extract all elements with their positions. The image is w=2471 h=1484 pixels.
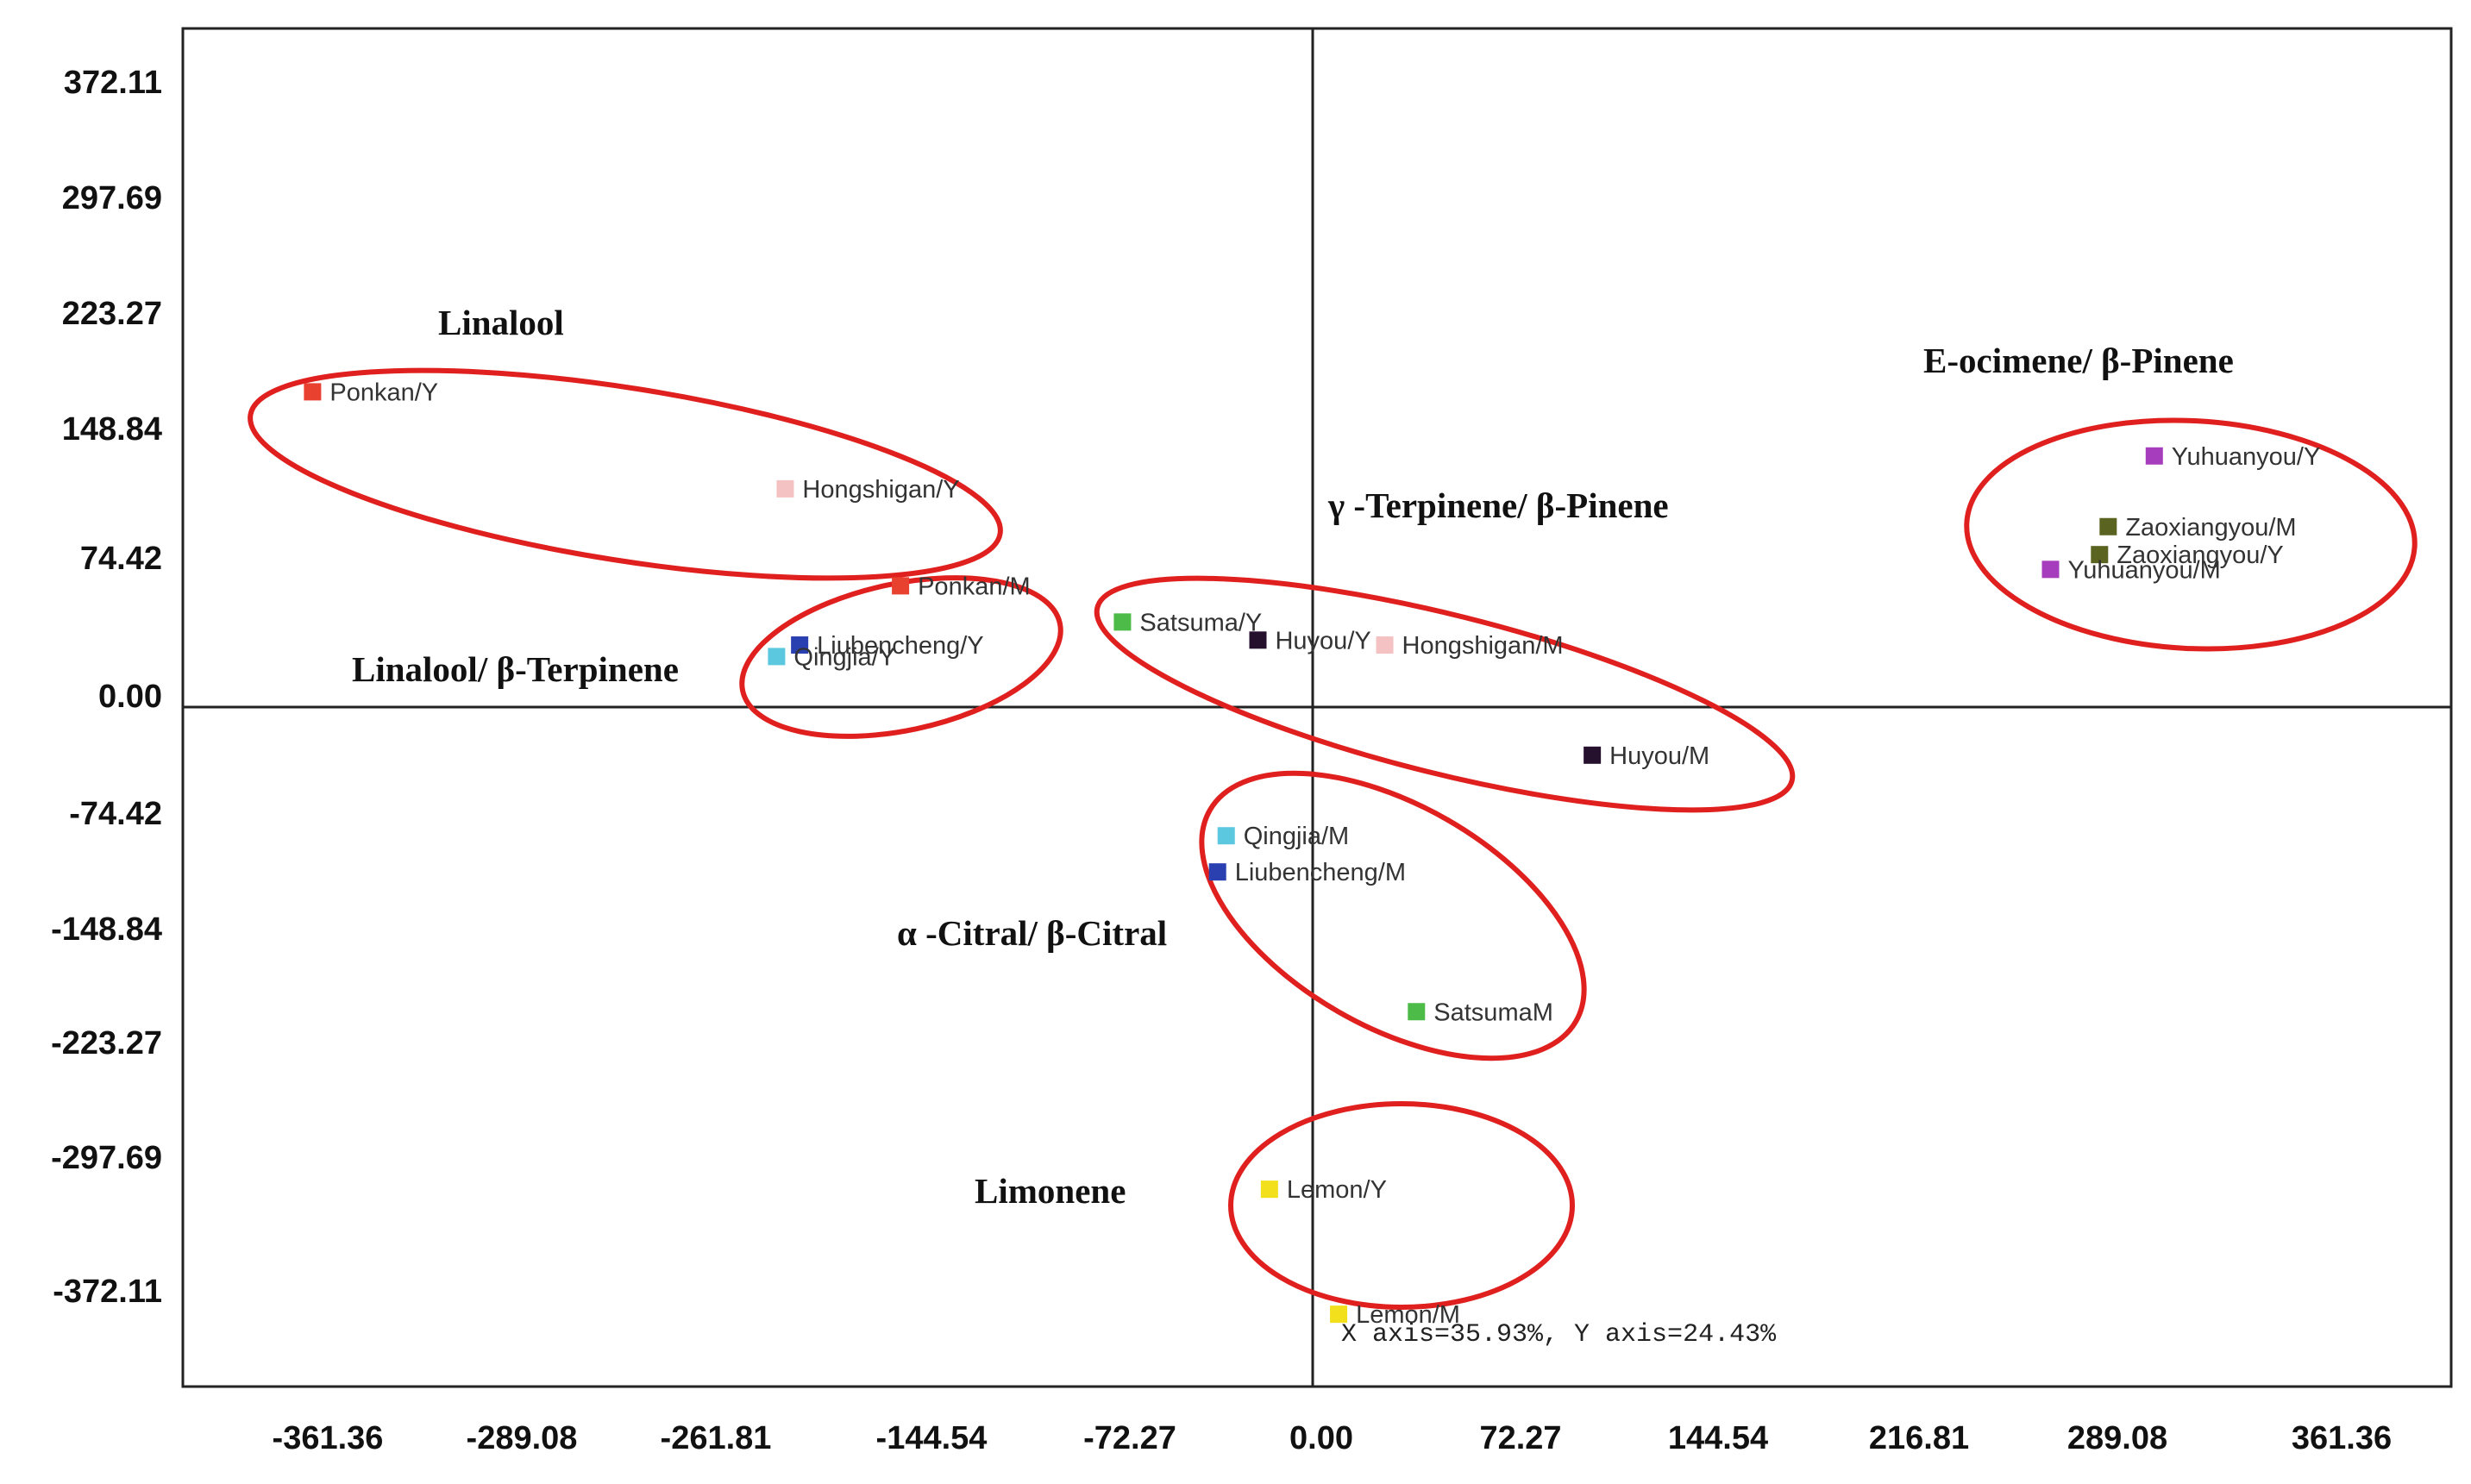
data-point-label: Zaoxiangyou/M bbox=[2125, 514, 2296, 542]
data-point bbox=[776, 479, 794, 498]
x-tick-label: 289.08 bbox=[2067, 1420, 2167, 1456]
x-tick-label: -361.36 bbox=[273, 1420, 384, 1456]
variance-annotation: X axis=35.93%, Y axis=24.43% bbox=[1341, 1320, 1777, 1349]
group-label: E-ocimene/ β-Pinene bbox=[1923, 341, 2234, 380]
group-ellipses bbox=[248, 367, 2418, 1310]
data-points bbox=[304, 383, 2163, 1324]
data-point-label: Huyou/Y bbox=[1275, 627, 1370, 654]
data-point bbox=[1260, 1180, 1278, 1199]
y-tick-label: -372.11 bbox=[53, 1274, 162, 1310]
y-tick-label: -297.69 bbox=[51, 1140, 162, 1176]
data-point bbox=[1408, 1003, 1426, 1021]
x-tick-label: -72.27 bbox=[1083, 1420, 1176, 1456]
group-ellipse bbox=[1094, 575, 1796, 813]
x-tick-label: 216.81 bbox=[1869, 1420, 1969, 1456]
group-labels: Linalool Linalool/ β-Terpinene γ -Terpinen… bbox=[352, 303, 2234, 1211]
axis-ticks: -361.36 -289.08 -261.81 -144.54 -72.27 0.00 72… bbox=[51, 65, 2392, 1456]
y-tick-label: 297.69 bbox=[62, 180, 162, 216]
group-label: Linalool bbox=[438, 303, 564, 342]
y-tick-label: -148.84 bbox=[51, 911, 162, 948]
data-point-labels: Ponkan/Y Hongshigan/Y Ponkan/M Liubencheng/… bbox=[329, 379, 2320, 1329]
group-label: γ -Terpinene/ β-Pinene bbox=[1327, 485, 1669, 525]
data-point-label: Yuhuanyou/M bbox=[2067, 556, 2220, 584]
y-tick-label: 372.11 bbox=[64, 65, 162, 101]
group-ellipse bbox=[248, 367, 1003, 581]
group-ellipse bbox=[739, 575, 1063, 739]
y-tick-label: -223.27 bbox=[51, 1025, 162, 1061]
y-tick-label: -74.42 bbox=[69, 796, 162, 832]
data-point-label: Qingjia/M bbox=[1244, 823, 1350, 850]
x-tick-label: 0.00 bbox=[1289, 1420, 1353, 1456]
x-tick-label: 144.54 bbox=[1668, 1420, 1768, 1456]
data-point bbox=[1584, 746, 1602, 764]
data-point bbox=[1208, 863, 1226, 881]
x-tick-label: -289.08 bbox=[467, 1420, 578, 1456]
data-point bbox=[791, 636, 809, 654]
data-point-label: Yuhuanyou/Y bbox=[2172, 443, 2321, 471]
data-point bbox=[2099, 517, 2117, 535]
data-point bbox=[768, 648, 786, 666]
data-point bbox=[2145, 447, 2163, 465]
data-point bbox=[304, 383, 322, 401]
group-ellipse bbox=[1964, 417, 2418, 652]
data-point-label: Lemon/Y bbox=[1287, 1176, 1387, 1204]
x-tick-label: 361.36 bbox=[2292, 1420, 2392, 1456]
data-point bbox=[1113, 613, 1132, 631]
data-point-label: Hongshigan/Y bbox=[802, 476, 959, 504]
data-point-label: Qingjia/Y bbox=[793, 643, 895, 671]
group-ellipse bbox=[1199, 770, 1587, 1061]
x-tick-label: -261.81 bbox=[661, 1420, 772, 1456]
data-point bbox=[892, 577, 910, 595]
data-point-label: Satsuma/Y bbox=[1139, 609, 1262, 636]
data-point-label: Zaoxiangyou/Y bbox=[2117, 542, 2283, 569]
group-ellipse bbox=[1228, 1101, 1575, 1310]
data-point-label: Liubencheng/Y bbox=[817, 632, 984, 660]
y-tick-label: 74.42 bbox=[80, 541, 162, 577]
x-tick-label: -144.54 bbox=[876, 1420, 988, 1456]
data-point-label: Hongshigan/M bbox=[1402, 632, 1564, 660]
y-tick-label: 0.00 bbox=[98, 679, 162, 715]
data-point bbox=[1376, 636, 1394, 654]
data-point bbox=[2091, 546, 2109, 564]
data-point-label: Ponkan/M bbox=[918, 573, 1031, 600]
group-label: Linalool/ β-Terpinene bbox=[352, 649, 679, 689]
data-point-label: Ponkan/Y bbox=[329, 379, 438, 406]
data-point-label: Liubencheng/M bbox=[1235, 859, 1406, 886]
y-tick-label: 223.27 bbox=[62, 296, 162, 332]
data-point bbox=[1330, 1306, 1348, 1324]
data-point-label: SatsumaM bbox=[1433, 999, 1553, 1026]
group-label: Limonene bbox=[975, 1171, 1126, 1211]
data-point bbox=[1217, 827, 1235, 845]
data-point-label: Huyou/M bbox=[1609, 742, 1709, 770]
group-label: α -Citral/ β-Citral bbox=[897, 913, 1167, 953]
data-point bbox=[1249, 631, 1267, 649]
data-point bbox=[2041, 560, 2060, 579]
x-tick-label: 72.27 bbox=[1479, 1420, 1561, 1456]
y-tick-label: 148.84 bbox=[62, 411, 162, 448]
data-point-label: Lemon/M bbox=[1356, 1301, 1460, 1329]
